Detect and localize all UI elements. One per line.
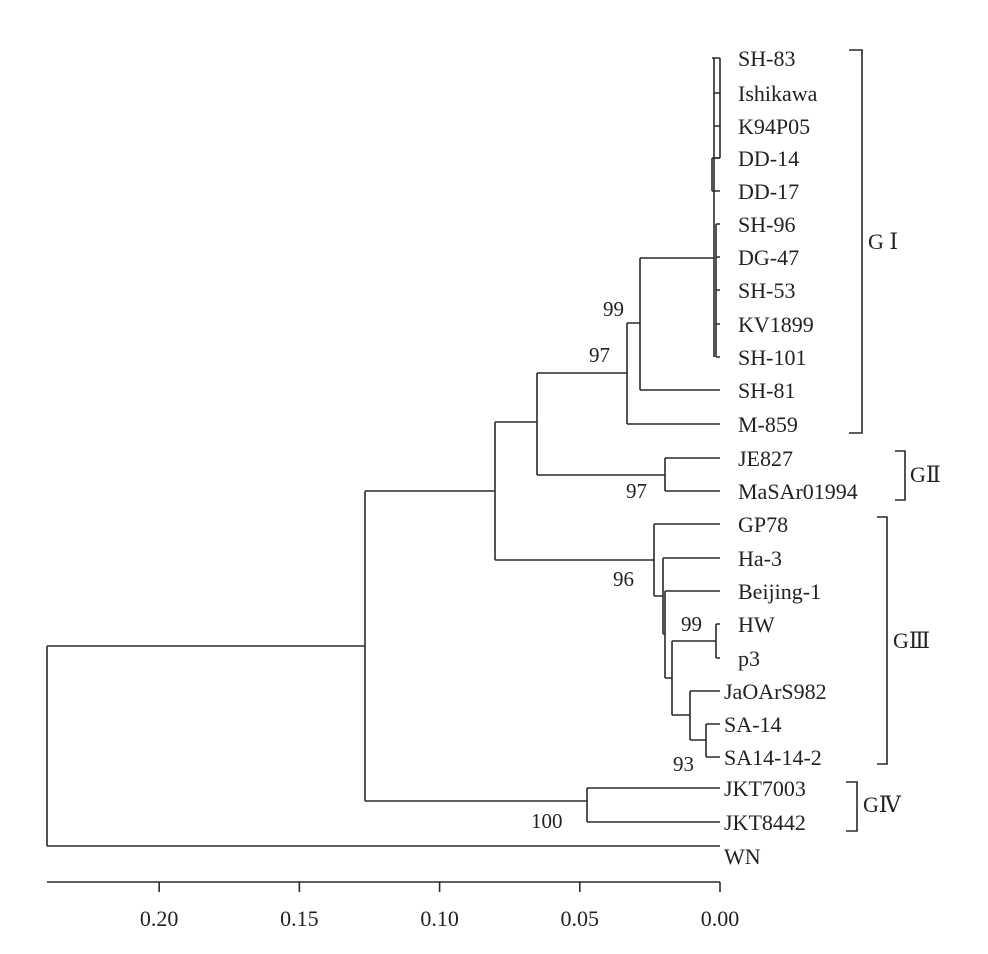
taxon-label: JaOArS982 [724, 679, 827, 704]
bootstrap-values: 99 97 97 96 99 93 100 [531, 297, 702, 833]
bootstrap-value: 100 [531, 809, 563, 833]
taxon-label: K94P05 [738, 114, 810, 139]
taxon-label: JKT8442 [724, 810, 806, 835]
bracket-giii [877, 516, 888, 765]
branch-gp78 [653, 523, 720, 597]
taxon-label: Ishikawa [738, 81, 818, 106]
axis-tick-label: 0.05 [561, 906, 600, 931]
taxon-label: GP78 [738, 512, 788, 537]
taxon-label: Beijing-1 [738, 579, 821, 604]
branch-cluster-b [715, 223, 720, 358]
bracket-gi [849, 49, 863, 434]
group-label-giii: GⅢ [893, 628, 930, 653]
taxon-label: SA-14 [724, 712, 781, 737]
group-label-gi: G Ⅰ [868, 229, 898, 254]
taxon-label: HW [738, 612, 775, 637]
taxon-label: KV1899 [738, 312, 814, 337]
taxon-label: SH-96 [738, 212, 795, 237]
taxon-label: DD-14 [738, 146, 799, 171]
bootstrap-value: 99 [603, 297, 624, 321]
group-brackets: G Ⅰ GⅡ GⅢ GⅣ [846, 49, 941, 832]
bracket-gii [895, 450, 906, 501]
branch-jev [47, 491, 366, 801]
branch-giii-inner [671, 640, 716, 716]
taxon-label: WN [724, 844, 761, 869]
bootstrap-value: 96 [613, 567, 634, 591]
bootstrap-value: 93 [673, 752, 694, 776]
tip-labels: SH-83 Ishikawa K94P05 DD-14 DD-17 SH-96 … [724, 46, 858, 869]
bracket-giv [846, 781, 858, 832]
bootstrap-value: 99 [681, 612, 702, 636]
branch-hw-p3 [715, 623, 720, 659]
group-label-gii: GⅡ [910, 462, 941, 487]
taxon-label: p3 [738, 646, 760, 671]
taxon-label: SH-83 [738, 46, 795, 71]
taxon-label: M-859 [738, 412, 798, 437]
branch-m859 [626, 322, 720, 425]
axis-tick-label: 0.10 [420, 906, 459, 931]
branch-sa-pair [705, 723, 720, 758]
branch-root [46, 646, 720, 847]
distance-scale-axis: 0.20 0.15 0.10 0.05 0.00 [47, 881, 740, 931]
axis-tick-label: 0.00 [701, 906, 740, 931]
branch-gi-giii [365, 422, 496, 560]
tree-branches [46, 57, 721, 847]
bootstrap-value: 97 [626, 479, 647, 503]
branch-giv [365, 787, 720, 823]
taxon-label: DD-17 [738, 179, 799, 204]
branch-gi-gii [495, 373, 538, 475]
taxon-label: JKT7003 [724, 776, 806, 801]
axis-tick-label: 0.20 [140, 906, 179, 931]
group-label-giv: GⅣ [863, 792, 902, 817]
axis-tick-label: 0.15 [280, 906, 319, 931]
branch-cluster-a [712, 57, 721, 159]
taxon-label: DG-47 [738, 245, 799, 270]
branch-jaoars [689, 690, 720, 741]
bootstrap-value: 97 [589, 343, 610, 367]
taxon-label: Ha-3 [738, 546, 782, 571]
branch-sh81 [639, 258, 720, 391]
taxon-label: SH-53 [738, 278, 795, 303]
taxon-label: JE827 [738, 446, 793, 471]
taxon-label: SH-81 [738, 378, 795, 403]
taxon-label: MaSAr01994 [738, 479, 858, 504]
taxon-label: SH-101 [738, 345, 806, 370]
taxon-label: SA14-14-2 [724, 745, 822, 770]
branch-gi-core [640, 58, 715, 357]
branch-gii [537, 457, 720, 492]
